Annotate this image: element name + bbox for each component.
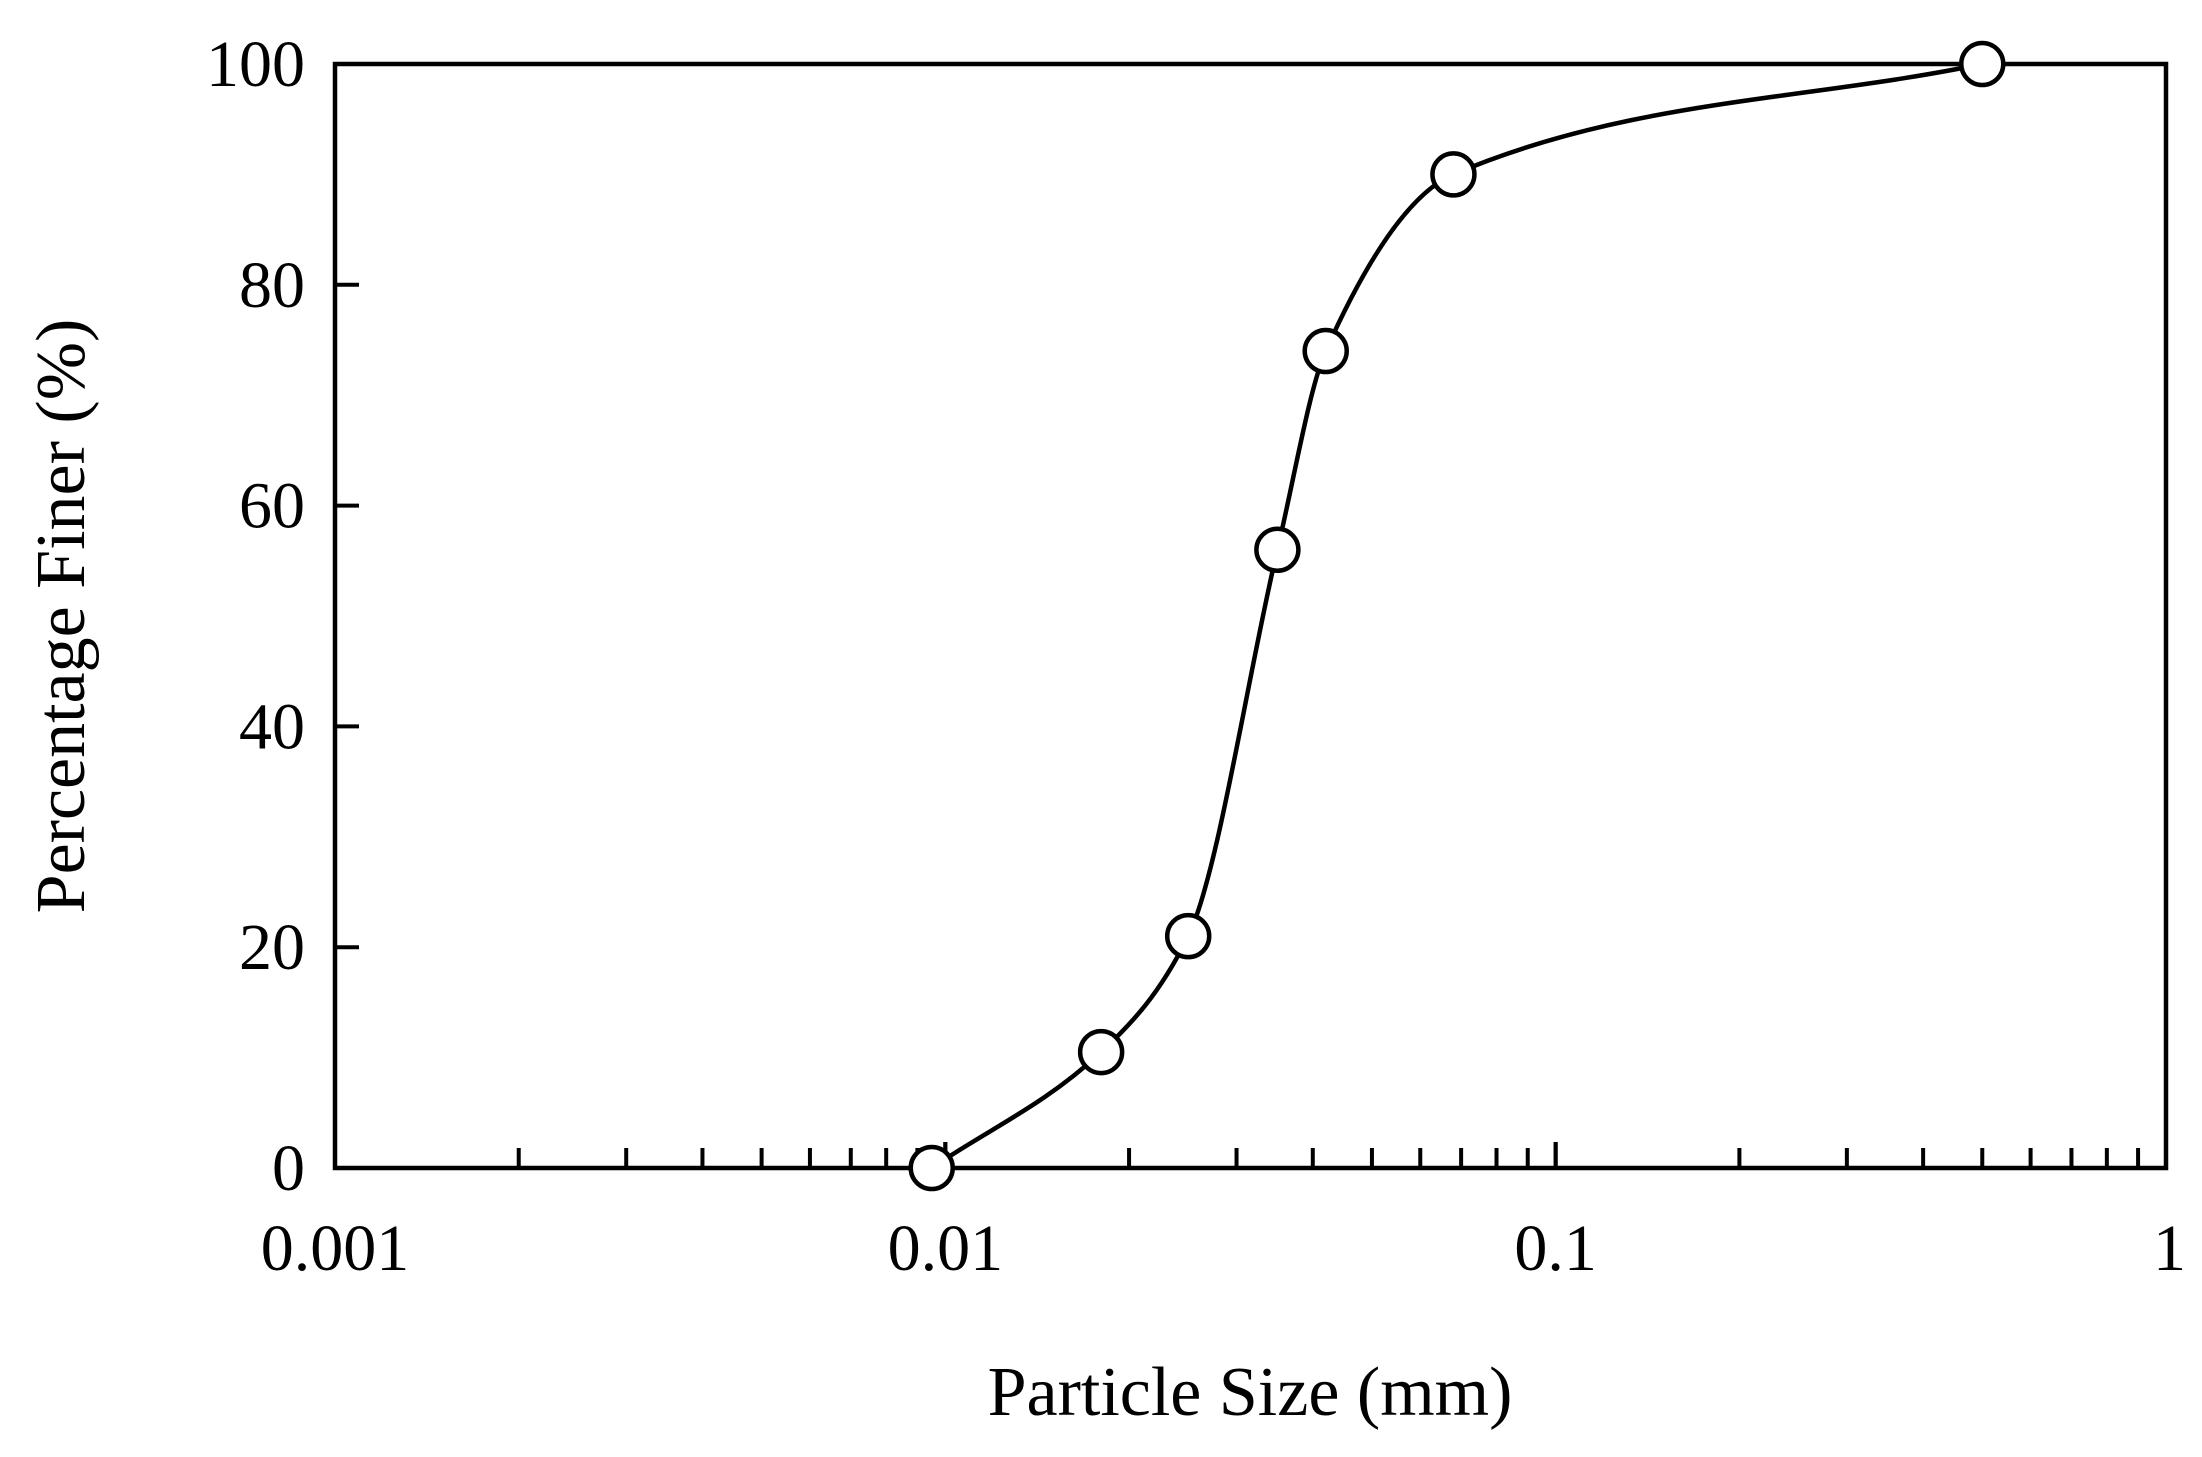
- data-point: [1077, 1028, 1125, 1076]
- y-tick-label: 100: [206, 28, 305, 101]
- x-axis-title: Particle Size (mm): [988, 1354, 1513, 1431]
- x-tick-label: 1: [2153, 1212, 2186, 1285]
- data-point: [1254, 526, 1301, 574]
- data-point: [1164, 912, 1212, 960]
- y-tick-label: 40: [239, 690, 305, 763]
- y-tick-label: 60: [239, 470, 305, 543]
- y-tick-label: 80: [239, 249, 305, 322]
- y-tick-labels: 0 20 40 60 80 100: [206, 28, 305, 1205]
- x-tick-label: 0.1: [1514, 1212, 1597, 1285]
- y-tick-label: 0: [272, 1132, 305, 1205]
- axis-ticks: [335, 282, 2141, 1168]
- data-point: [908, 1144, 955, 1192]
- data-point: [1302, 327, 1349, 375]
- gradation-curve: [930, 61, 1983, 1170]
- x-tick-label: 0.01: [888, 1212, 1004, 1285]
- x-tick-labels: 0.001 0.01 0.1 1: [261, 1212, 2186, 1285]
- y-axis-title: Percentage Finer (%): [23, 319, 100, 914]
- plot-frame: [332, 61, 2169, 1171]
- x-tick-label: 0.001: [261, 1212, 410, 1285]
- data-point: [1959, 40, 2006, 88]
- data-markers: [908, 40, 2006, 1192]
- y-tick-label: 20: [239, 911, 305, 984]
- data-point: [1430, 151, 1477, 198]
